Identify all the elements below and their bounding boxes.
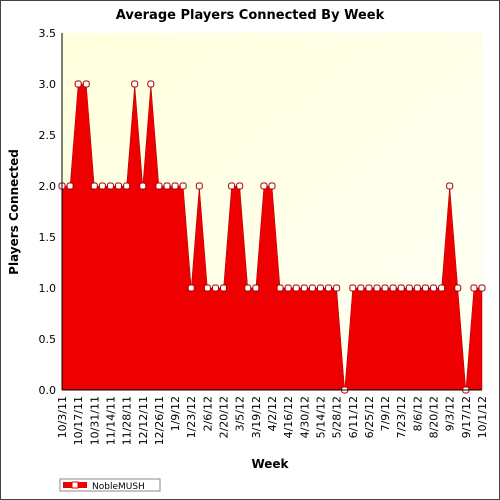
x-tick-label: 12/26/11 <box>153 396 166 445</box>
marker <box>90 182 98 190</box>
marker <box>421 284 429 292</box>
x-tick-label: 6/25/12 <box>363 396 376 438</box>
x-tick-label: 8/6/12 <box>411 396 424 431</box>
marker <box>430 284 438 292</box>
y-tick-label: 3.0 <box>39 78 57 91</box>
marker <box>163 182 171 190</box>
x-tick-label: 10/3/11 <box>56 396 69 438</box>
marker <box>244 284 252 292</box>
marker <box>74 80 82 88</box>
legend-marker <box>71 481 79 489</box>
marker <box>123 182 131 190</box>
marker <box>66 182 74 190</box>
marker <box>438 284 446 292</box>
x-tick-label: 12/12/11 <box>137 396 150 445</box>
x-tick-label: 4/16/12 <box>282 396 295 438</box>
x-tick-label: 9/17/12 <box>460 396 473 438</box>
marker <box>131 80 139 88</box>
marker <box>413 284 421 292</box>
y-tick-label: 2.5 <box>39 129 57 142</box>
marker <box>389 284 397 292</box>
y-tick-label: 1.0 <box>39 282 57 295</box>
marker <box>300 284 308 292</box>
x-tick-label: 1/23/12 <box>185 396 198 438</box>
marker <box>236 182 244 190</box>
marker <box>454 284 462 292</box>
y-tick-label: 1.5 <box>39 231 57 244</box>
marker <box>268 182 276 190</box>
marker <box>179 182 187 190</box>
x-tick-label: 3/19/12 <box>250 396 263 438</box>
marker <box>276 284 284 292</box>
y-tick-label: 2.0 <box>39 180 57 193</box>
marker <box>98 182 106 190</box>
marker <box>155 182 163 190</box>
marker <box>171 182 179 190</box>
marker <box>220 284 228 292</box>
y-axis-title: Players Connected <box>7 149 21 275</box>
marker <box>139 182 147 190</box>
x-tick-label: 10/17/11 <box>72 396 85 445</box>
marker <box>260 182 268 190</box>
marker <box>405 284 413 292</box>
marker <box>349 284 357 292</box>
x-tick-label: 7/23/12 <box>395 396 408 438</box>
marker <box>228 182 236 190</box>
chart-title: Average Players Connected By Week <box>116 8 385 23</box>
marker <box>357 284 365 292</box>
x-tick-label: 6/11/12 <box>347 396 360 438</box>
marker <box>203 284 211 292</box>
x-tick-label: 4/30/12 <box>298 396 311 438</box>
x-tick-label: 10/1/12 <box>476 396 489 438</box>
x-tick-label: 2/6/12 <box>201 396 214 431</box>
marker <box>365 284 373 292</box>
marker <box>373 284 381 292</box>
marker <box>316 284 324 292</box>
x-tick-label: 5/14/12 <box>314 396 327 438</box>
marker <box>470 284 478 292</box>
y-tick-label: 0.0 <box>39 384 57 397</box>
marker <box>187 284 195 292</box>
x-tick-label: 11/14/11 <box>104 396 117 445</box>
x-tick-label: 10/31/11 <box>88 396 101 445</box>
x-tick-label: 7/9/12 <box>379 396 392 431</box>
marker <box>292 284 300 292</box>
marker <box>106 182 114 190</box>
marker <box>252 284 260 292</box>
x-tick-label: 3/5/12 <box>234 396 247 431</box>
x-axis-title: Week <box>251 457 289 471</box>
legend-label: NobleMUSH <box>92 482 145 492</box>
marker <box>147 80 155 88</box>
marker <box>284 284 292 292</box>
x-tick-label: 9/3/12 <box>444 396 457 431</box>
x-tick-label: 2/20/12 <box>218 396 231 438</box>
marker <box>115 182 123 190</box>
x-tick-label: 11/28/11 <box>121 396 134 445</box>
marker <box>397 284 405 292</box>
x-tick-label: 1/9/12 <box>169 396 182 431</box>
x-tick-label: 5/28/12 <box>331 396 344 438</box>
marker <box>325 284 333 292</box>
marker <box>308 284 316 292</box>
marker <box>211 284 219 292</box>
y-tick-label: 0.5 <box>39 333 57 346</box>
x-tick-label: 4/2/12 <box>266 396 279 431</box>
marker <box>82 80 90 88</box>
marker <box>478 284 486 292</box>
marker <box>446 182 454 190</box>
marker <box>195 182 203 190</box>
x-tick-label: 8/20/12 <box>428 396 441 438</box>
marker <box>333 284 341 292</box>
y-tick-label: 3.5 <box>39 27 57 40</box>
marker <box>381 284 389 292</box>
